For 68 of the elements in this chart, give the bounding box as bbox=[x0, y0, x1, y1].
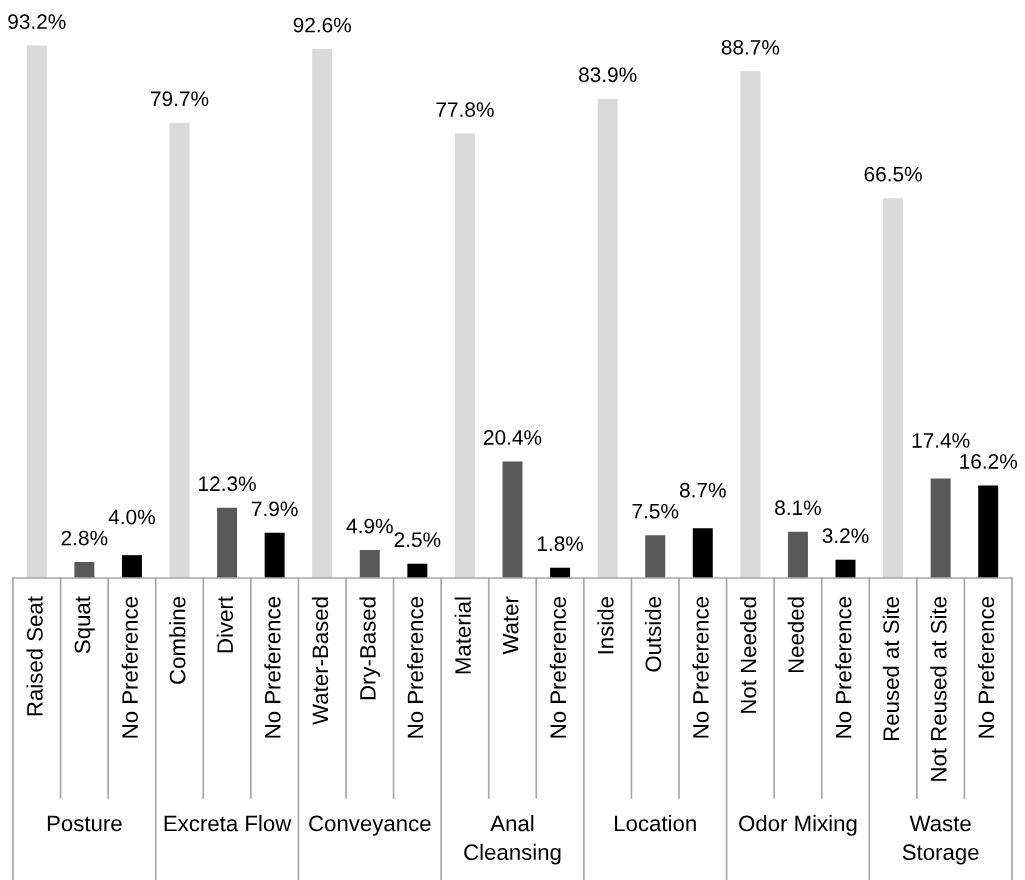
bar bbox=[26, 45, 47, 578]
data-label: 66.5% bbox=[864, 166, 922, 182]
text: Anal Cleansing bbox=[464, 815, 561, 865]
text: Location bbox=[615, 815, 696, 832]
data-label: 17.4% bbox=[912, 433, 970, 448]
bar bbox=[407, 563, 428, 578]
text: Excreta Flow bbox=[164, 815, 292, 832]
bar bbox=[74, 562, 95, 578]
x-tick-label: Divert bbox=[216, 596, 234, 653]
data-label: 16.2% bbox=[960, 454, 1018, 469]
data-label: 4.9% bbox=[346, 518, 393, 534]
x-tick-label: No Preference bbox=[264, 597, 281, 738]
bar bbox=[454, 133, 475, 578]
bar bbox=[645, 535, 666, 578]
x-tick-label: Needed bbox=[787, 597, 804, 673]
x-tick-label: No Preference bbox=[407, 597, 424, 738]
data-label: 8.7% bbox=[679, 482, 726, 498]
data-label: 88.7% bbox=[721, 39, 780, 55]
x-tick-label: Inside bbox=[597, 597, 614, 654]
data-label: 12.3% bbox=[199, 476, 256, 492]
data-label: 20.4% bbox=[484, 430, 542, 445]
text: Odor Mixing bbox=[739, 815, 857, 836]
text: Conveyance bbox=[309, 815, 431, 836]
x-tick-label: Water-Based bbox=[311, 597, 329, 725]
data-label: 7.5% bbox=[632, 503, 679, 519]
x-tick-label: Reused at Site bbox=[882, 597, 900, 740]
data-label: 83.9% bbox=[579, 67, 637, 83]
data-label: 7.9% bbox=[251, 501, 298, 517]
data-label: 3.2% bbox=[822, 528, 869, 544]
text: Posture bbox=[47, 815, 122, 832]
data-label: 92.6% bbox=[293, 17, 352, 33]
bar bbox=[787, 531, 808, 578]
bar bbox=[264, 532, 285, 578]
bar bbox=[121, 555, 142, 578]
data-label: 2.8% bbox=[61, 530, 108, 546]
x-tick-label: Water bbox=[502, 596, 519, 655]
x-tick-label: Squat bbox=[74, 596, 95, 654]
bar bbox=[359, 550, 380, 578]
x-tick-label: Not Needed bbox=[740, 597, 757, 713]
x-tick-label: Outside bbox=[644, 597, 662, 672]
data-label: 4.0% bbox=[108, 509, 155, 525]
bar bbox=[217, 507, 238, 578]
bar bbox=[169, 122, 190, 578]
x-tick-label: Raised Seat bbox=[26, 596, 43, 716]
x-tick-label: Not Reused at Site bbox=[930, 597, 947, 781]
text: Waste Storage bbox=[902, 815, 979, 865]
bar bbox=[597, 98, 618, 578]
data-label: 1.8% bbox=[537, 536, 584, 552]
x-tick-label: No Preference bbox=[692, 597, 709, 738]
x-tick-label: Combine bbox=[169, 597, 186, 684]
bar bbox=[930, 478, 951, 578]
bar bbox=[740, 71, 761, 578]
data-label: 79.7% bbox=[151, 91, 209, 107]
bar bbox=[692, 528, 713, 578]
bar bbox=[312, 49, 333, 578]
bar bbox=[883, 198, 904, 578]
data-label: 2.5% bbox=[394, 532, 441, 548]
bar bbox=[502, 461, 523, 578]
x-tick-label: Material bbox=[454, 597, 471, 674]
x-tick-label: Dry-Based bbox=[359, 597, 381, 700]
x-tick-label: No Preference bbox=[121, 597, 138, 738]
data-label: 77.8% bbox=[436, 102, 494, 117]
data-label: 93.2% bbox=[8, 14, 66, 29]
data-label: 8.1% bbox=[775, 500, 821, 516]
x-tick-label: No Preference bbox=[549, 597, 567, 738]
x-tick-label: No Preference bbox=[835, 597, 852, 738]
x-tick-label: No Preference bbox=[977, 597, 995, 738]
bar bbox=[978, 485, 999, 578]
